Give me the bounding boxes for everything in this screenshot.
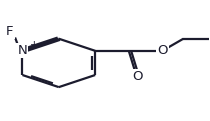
Text: O: O: [157, 44, 168, 57]
Text: O: O: [132, 70, 142, 83]
Text: +: +: [30, 40, 38, 50]
Text: N: N: [18, 44, 27, 57]
Text: F: F: [6, 25, 14, 38]
